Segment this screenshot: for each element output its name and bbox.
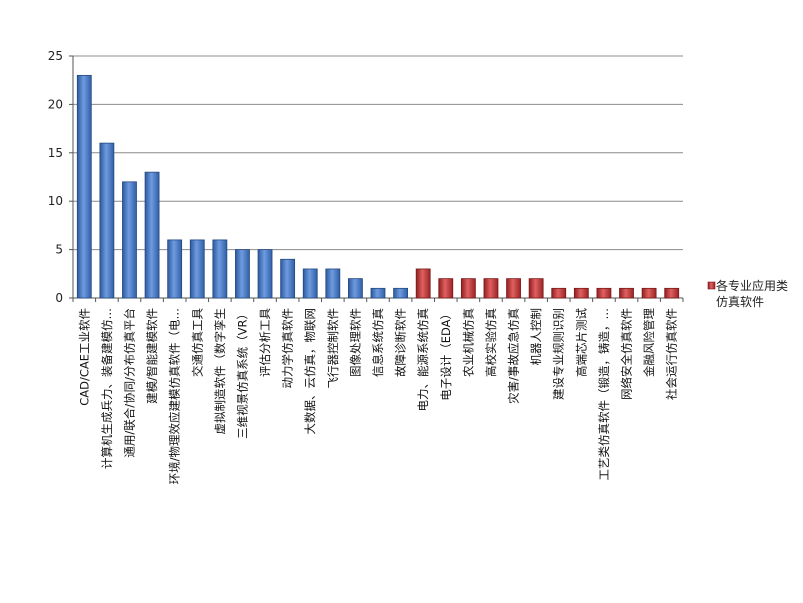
bar [551, 287, 567, 299]
legend-label-line1: 各专业应用类 [716, 278, 788, 293]
category-label: 灾害/事故应急仿真 [507, 308, 521, 404]
bar [438, 278, 454, 299]
category-label: 信息系统仿真 [371, 308, 385, 377]
category-label: 环境/物理效应建模仿真软件（电… [168, 308, 182, 484]
category-label: 故障诊断软件 [394, 308, 408, 377]
bar [460, 278, 476, 299]
bar [393, 287, 408, 299]
bar [370, 287, 386, 299]
category-label: 机器人控制 [529, 308, 543, 366]
category-label: 高校实验仿真 [484, 308, 498, 377]
category-label: 计算机生成兵力、装备建模仿… [100, 308, 114, 469]
category-label: 工艺类仿真软件（锻造，铸造，… [597, 308, 611, 481]
y-tick-label: 25 [48, 49, 63, 63]
y-tick-labels: 0 5 10 15 20 25 [48, 49, 63, 305]
bar [144, 171, 160, 299]
bar [122, 181, 137, 299]
category-label: 动力学仿真软件 [281, 308, 295, 389]
legend-label-line2: 仿真软件 [716, 295, 764, 309]
y-tick-label: 15 [48, 146, 63, 160]
category-label: 电力、能源系统仿真 [416, 308, 430, 412]
bar [257, 249, 273, 299]
bar [167, 239, 183, 299]
category-label: 社会运行仿真软件 [665, 308, 679, 400]
category-label: 建模/智能建模软件 [145, 308, 159, 404]
bar [302, 268, 318, 299]
bar [664, 287, 680, 299]
y-tick-label: 20 [48, 97, 63, 111]
bars [76, 74, 680, 299]
category-label: 三维视景仿真系统（VR） [235, 308, 249, 439]
bar [573, 287, 589, 299]
category-label: CAD/CAE工业软件 [77, 308, 91, 406]
gridlines [73, 55, 683, 251]
category-label: 通用/联合/协同/分布仿真平台 [122, 308, 136, 458]
category-labels: CAD/CAE工业软件 计算机生成兵力、装备建模仿… 通用/联合/协同/分布仿真平台… [77, 308, 678, 485]
category-label: 电子设计（EDA） [439, 308, 453, 401]
category-label: 金融风险管理 [642, 308, 656, 377]
category-label: 飞行器控制软件 [326, 308, 340, 389]
y-tick-label: 0 [55, 291, 63, 305]
category-label: 高端芯片测试 [574, 308, 588, 377]
bar [415, 268, 431, 299]
category-label: 大数据、云仿真，物联网 [303, 308, 317, 435]
bar [280, 258, 296, 299]
axes [69, 55, 684, 302]
category-label: 交通仿真工具 [190, 308, 204, 377]
y-tick-label: 10 [48, 194, 63, 208]
legend-swatch [707, 281, 716, 290]
bar [348, 278, 363, 299]
bar [189, 239, 205, 299]
category-label: 虚拟制造软件（数字孪生 [213, 308, 227, 435]
bar [235, 249, 250, 299]
bar [212, 239, 228, 299]
category-label: 评估分析工具 [258, 308, 272, 377]
bar [506, 278, 521, 299]
bar [528, 278, 544, 299]
bar [641, 287, 657, 299]
y-tick-label: 5 [55, 243, 63, 257]
bar [99, 142, 115, 299]
category-label: 农业机械仿真 [461, 308, 475, 377]
bar [483, 278, 499, 299]
bar [325, 268, 341, 299]
bar [76, 74, 92, 299]
category-label: 网络安全仿真软件 [620, 308, 634, 400]
bar [619, 287, 634, 299]
bar [596, 287, 612, 299]
category-label: 建设专业规则识别 [552, 308, 566, 400]
legend: 各专业应用类 仿真软件 [707, 278, 788, 309]
category-label: 图像处理软件 [348, 308, 362, 377]
